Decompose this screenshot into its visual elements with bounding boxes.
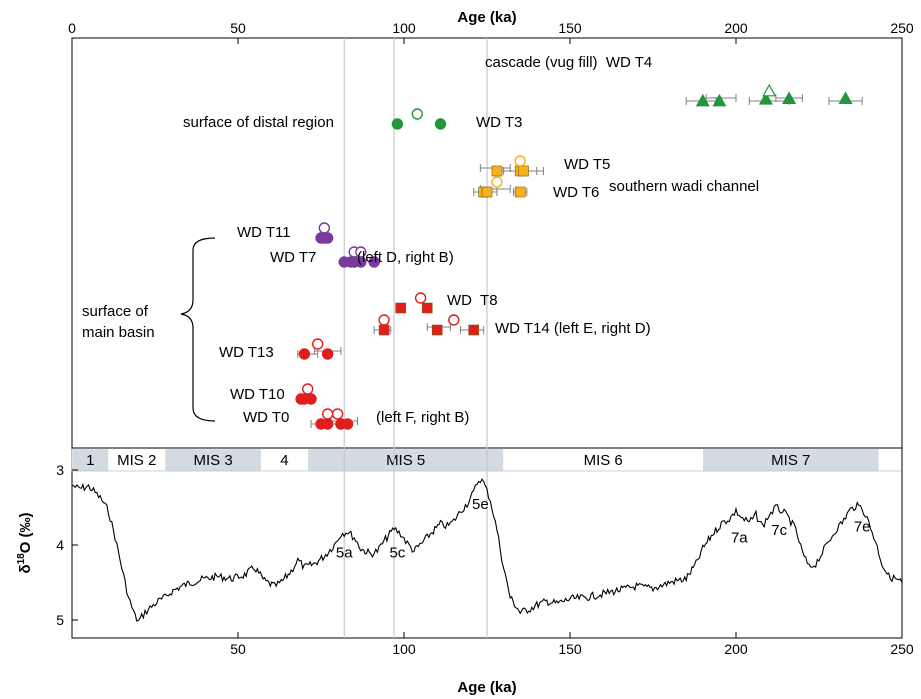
bottom-tick-label-2: 150: [558, 641, 582, 657]
annotation-main-basin: main basin: [82, 324, 155, 341]
annotation-wd-t11: WD T11: [237, 224, 291, 241]
mis-stage-label-6: MIS 7: [771, 452, 810, 469]
bottom-tick-label-1: 100: [392, 641, 416, 657]
marker-wd-t4-4: [838, 91, 853, 105]
data-markers: [295, 83, 853, 430]
main-basin-bracket: [180, 237, 216, 422]
d18o-line: [71, 478, 903, 622]
annotation-wd-t0: WD T0: [243, 409, 289, 426]
marker-wd-t4-0: [695, 93, 710, 107]
marker-wd-t10-2: [305, 393, 317, 405]
bottom-axis-title: Age (ka): [457, 679, 516, 696]
open-marker-wd-t4-0: [762, 83, 777, 97]
annotations: cascade (vug fill) WD T4 surface of dist…: [82, 54, 759, 426]
y-tick-label-2: 5: [56, 612, 64, 628]
y-axis-title: δ18O (‰): [16, 512, 34, 573]
mis-stage-label-3: 4: [280, 452, 288, 469]
marker-wd-t14-2: [468, 324, 480, 336]
marker-wd-t0-1: [321, 418, 334, 430]
y-tick-label-1: 4: [56, 537, 64, 553]
marker-wd-t3-0: [391, 118, 404, 130]
mis-stage-label-0: 1: [86, 452, 94, 469]
mis-stage-label-5: MIS 6: [584, 452, 623, 469]
marker-wd-t14-1: [431, 324, 443, 336]
annotation-wd-t7: WD T7: [270, 249, 316, 266]
open-marker-wd-t11-0: [318, 222, 331, 234]
open-marker-wd-t10-0: [302, 383, 314, 395]
annotation-wd-t10: WD T10: [230, 386, 285, 403]
annotation-wd-t6: WD T6: [553, 184, 599, 201]
y-title-delta: δ: [17, 564, 34, 573]
annotation-wd-t4: cascade (vug fill) WD T4: [485, 54, 652, 71]
marker-wd-t4-3: [782, 91, 797, 105]
top-tick-label-3: 150: [558, 20, 582, 36]
bottom-tick-label-0: 50: [230, 641, 246, 657]
substage-label-3: 7a: [731, 530, 748, 547]
marker-wd-t13-1: [321, 348, 334, 360]
marker-wd-t11-2: [321, 232, 334, 244]
top-axis-title: Age (ka): [457, 9, 516, 26]
marker-wd-t8-1: [421, 302, 433, 314]
d18o-curve: 5a 5c 5e 7a 7c 7e: [71, 478, 903, 622]
open-marker-wd-t8-0: [414, 292, 427, 304]
top-tick-label-0: 0: [68, 20, 76, 36]
annotation-southern-wadi: southern wadi channel: [609, 178, 759, 195]
marker-wd-t4-2: [758, 91, 773, 105]
marker-wd-t5-2: [518, 165, 529, 177]
mis-stage-label-1: MIS 2: [117, 452, 156, 469]
marker-wd-t6-1: [481, 186, 493, 198]
annotation-wd-t3: WD T3: [476, 114, 522, 131]
curly-brace: [180, 237, 216, 422]
annotation-wd-t13: WD T13: [219, 344, 274, 361]
annotation-wd-t14: WD T14 (left E, right D): [495, 320, 651, 337]
open-marker-wd-t0-1: [331, 408, 344, 420]
top-tick-label-4: 200: [724, 20, 748, 36]
annotation-t0-note: (left F, right B): [376, 409, 469, 426]
annotation-wd-t5: WD T5: [564, 156, 610, 173]
substage-label-2: 5e: [472, 496, 489, 513]
marker-wd-t13-0: [298, 348, 311, 360]
axes: 0 50 100 150 200 250 50 100 150 200 250 3 4 5: [56, 20, 914, 657]
substage-label-4: 7c: [771, 522, 787, 539]
open-marker-wd-t0-0: [321, 408, 334, 420]
open-marker-wd-t5-0: [514, 155, 526, 167]
marker-wd-t0-3: [341, 418, 354, 430]
marker-wd-t3-1: [434, 118, 447, 130]
y-tick-label-0: 3: [56, 462, 64, 478]
grid-lines: [343, 38, 488, 638]
marker-wd-t14-0: [378, 324, 390, 336]
marker-wd-t6-2: [514, 186, 526, 198]
open-marker-wd-t7-1: [355, 246, 367, 258]
substage-label-0: 5a: [336, 545, 353, 562]
substage-label-1: 5c: [389, 545, 405, 562]
top-tick-label-1: 50: [230, 20, 246, 36]
bottom-tick-label-4: 250: [890, 641, 914, 657]
marker-wd-t4-1: [712, 93, 727, 107]
annotation-wd-t8: WD T8: [447, 292, 498, 309]
top-tick-label-5: 250: [890, 20, 914, 36]
mis-stage-band: 1 MIS 2 MIS 3 4 MIS 5 MIS 6 MIS 7: [71, 448, 902, 472]
y-title-superscript: 18: [16, 553, 27, 565]
y-title-rest: O (‰): [17, 512, 34, 553]
mis-stage-label-4: MIS 5: [386, 452, 425, 469]
mis-stage-label-2: MIS 3: [194, 452, 233, 469]
annotation-t7-note: (left D, right B): [357, 249, 454, 266]
open-marker-wd-t14-0: [378, 314, 390, 326]
open-marker-wd-t3-0: [411, 108, 423, 120]
marker-wd-t8-0: [395, 302, 406, 314]
bottom-tick-label-3: 200: [724, 641, 748, 657]
marker-wd-t7-4: [368, 256, 380, 268]
substage-label-5: 7e: [854, 518, 871, 535]
annotation-surface-of: surface of: [82, 303, 149, 320]
open-marker-wd-t6-0: [491, 176, 503, 188]
open-marker-wd-t14-1: [448, 314, 460, 326]
top-tick-label-2: 100: [392, 20, 416, 36]
marker-wd-t5-0: [491, 165, 503, 177]
annotation-distal-region: surface of distal region: [183, 114, 334, 131]
open-marker-wd-t13-0: [311, 338, 324, 350]
